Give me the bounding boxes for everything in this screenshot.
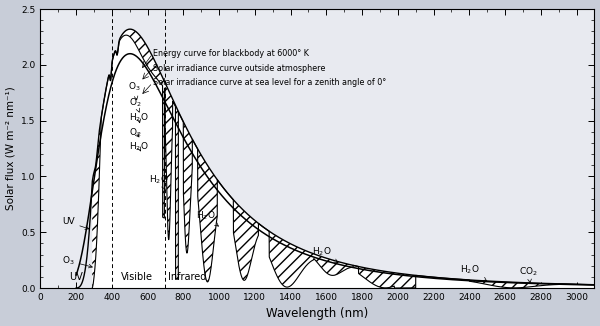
Text: O$_3$: O$_3$ xyxy=(128,81,140,100)
Text: O$_2$: O$_2$ xyxy=(129,96,142,112)
Text: Solar irradiance curve at sea level for a zenith angle of 0°: Solar irradiance curve at sea level for … xyxy=(153,78,386,87)
Text: O$_3$: O$_3$ xyxy=(62,255,92,268)
Text: H$_2$O: H$_2$O xyxy=(312,245,338,263)
Text: Infrared: Infrared xyxy=(168,273,206,282)
Text: H$_2$O: H$_2$O xyxy=(149,173,169,189)
Text: UV: UV xyxy=(69,273,83,282)
Text: O$_2$: O$_2$ xyxy=(129,126,142,139)
Text: UV: UV xyxy=(62,217,89,230)
Text: H$_2$O: H$_2$O xyxy=(196,210,218,226)
Text: CO$_2$: CO$_2$ xyxy=(520,266,538,283)
Text: Solar irradiance curve outside atmosphere: Solar irradiance curve outside atmospher… xyxy=(153,64,325,73)
Text: H$_2$O: H$_2$O xyxy=(129,111,148,124)
Text: H$_2$O: H$_2$O xyxy=(129,141,148,153)
Text: H$_2$O: H$_2$O xyxy=(460,263,487,281)
Text: Energy curve for blackbody at 6000° K: Energy curve for blackbody at 6000° K xyxy=(153,49,309,58)
X-axis label: Wavelength (nm): Wavelength (nm) xyxy=(266,307,368,320)
Text: Visible: Visible xyxy=(121,273,153,282)
Y-axis label: Solar flux (W m⁻² nm⁻¹): Solar flux (W m⁻² nm⁻¹) xyxy=(5,87,16,210)
